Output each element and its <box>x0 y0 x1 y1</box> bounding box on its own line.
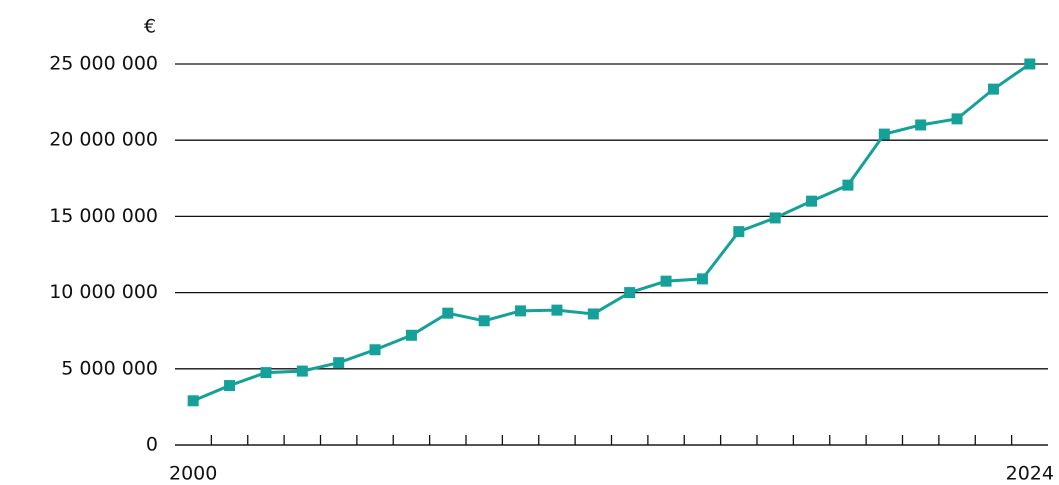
data-point <box>733 226 745 238</box>
data-point <box>915 119 927 131</box>
data-point <box>587 308 599 320</box>
x-tick-label: 2024 <box>1006 463 1054 485</box>
data-point <box>842 179 854 191</box>
y-tick-label: 15 000 000 <box>49 205 158 227</box>
data-point <box>296 365 308 377</box>
data-point <box>515 305 527 317</box>
data-point <box>696 273 708 285</box>
y-tick-label: 0 <box>146 434 158 456</box>
data-point <box>878 128 890 140</box>
data-point <box>369 344 381 356</box>
data-point <box>260 367 272 379</box>
data-point <box>442 307 454 319</box>
data-point <box>951 113 963 125</box>
data-point <box>1024 58 1036 70</box>
data-point <box>333 357 345 369</box>
y-tick-label: 25 000 000 <box>49 53 158 75</box>
data-point <box>660 275 672 287</box>
data-point <box>806 195 818 207</box>
unit-label: € <box>144 16 156 38</box>
data-point <box>769 212 781 224</box>
data-point <box>987 83 999 95</box>
y-tick-label: 10 000 000 <box>49 281 158 303</box>
y-tick-label: 5 000 000 <box>61 357 158 379</box>
data-point <box>624 287 636 299</box>
data-point <box>187 395 199 407</box>
series-line <box>192 62 1031 403</box>
x-tick-label: 2000 <box>169 463 217 485</box>
data-point <box>405 329 417 341</box>
y-tick-label: 20 000 000 <box>49 129 158 151</box>
data-point <box>478 315 490 327</box>
data-point <box>224 380 236 392</box>
data-point <box>551 304 563 316</box>
